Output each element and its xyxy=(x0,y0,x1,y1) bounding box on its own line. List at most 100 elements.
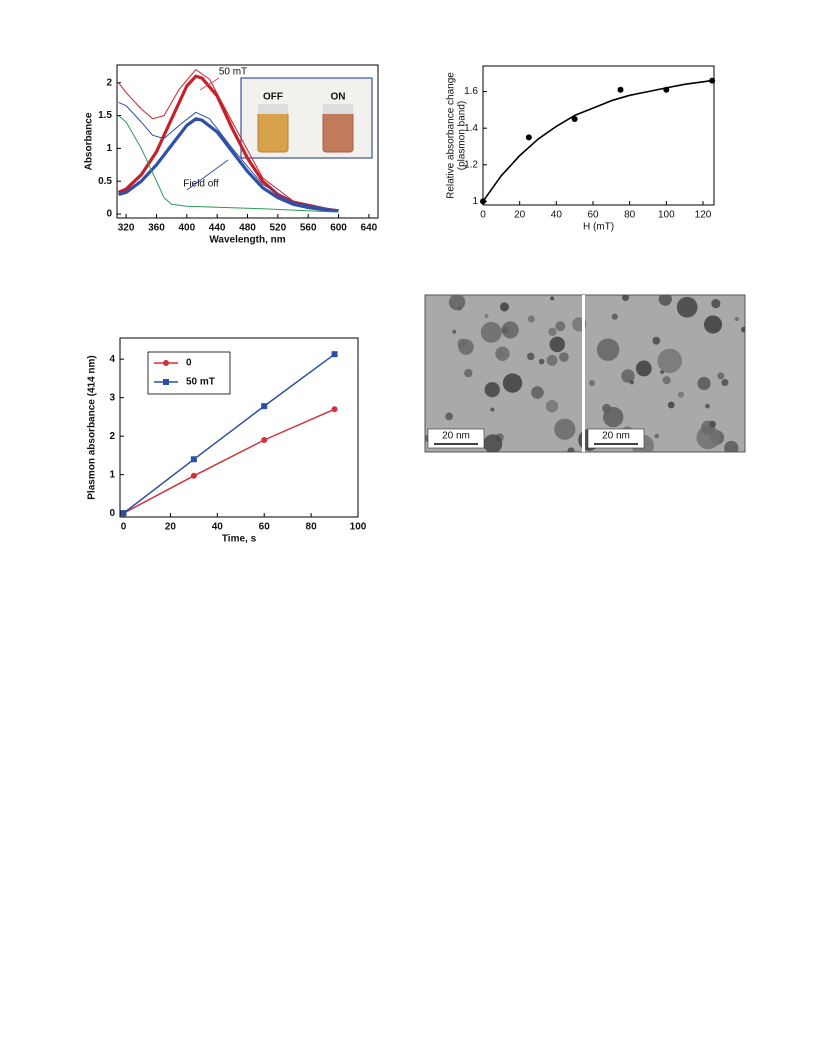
particle xyxy=(480,321,502,343)
x-axis-label: H (mT) xyxy=(583,222,614,233)
particle xyxy=(527,315,535,323)
y-axis-label: Plasmon absorbance (414 nm) xyxy=(87,355,98,500)
particle xyxy=(705,403,710,409)
particle xyxy=(549,336,566,353)
y-tick-label: 0.5 xyxy=(98,176,112,187)
x-tick-label: 600 xyxy=(330,223,347,234)
particle xyxy=(621,369,635,383)
x-axis-label: Time, s xyxy=(222,534,257,545)
particle xyxy=(464,368,473,378)
particle xyxy=(717,372,725,380)
plot-frame xyxy=(119,337,359,518)
series-line xyxy=(123,353,336,514)
annotation-leader xyxy=(186,159,229,191)
x-tick-label: 80 xyxy=(306,522,318,533)
particle xyxy=(501,321,519,339)
particle xyxy=(445,412,453,421)
annotation: Field off xyxy=(183,179,219,190)
particle xyxy=(531,386,544,399)
vial-cap xyxy=(323,104,353,114)
y-tick-label: 0 xyxy=(106,209,112,220)
y-tick-label: 1.5 xyxy=(98,110,112,121)
inset-label: OFF xyxy=(263,92,283,103)
particle xyxy=(567,447,575,452)
marker xyxy=(261,403,268,410)
y-tick-label: 1 xyxy=(109,469,115,480)
particle xyxy=(545,400,559,413)
particle xyxy=(502,373,523,393)
particle xyxy=(483,434,503,452)
particle xyxy=(452,329,457,334)
particle xyxy=(448,295,466,311)
particle xyxy=(458,339,474,355)
annotation-leader xyxy=(199,77,220,91)
marker xyxy=(190,472,197,479)
marker xyxy=(261,437,268,444)
particle xyxy=(603,406,624,428)
legend-marker xyxy=(163,360,169,366)
particle xyxy=(724,440,739,452)
particle xyxy=(657,348,683,374)
particle xyxy=(721,378,729,387)
marker xyxy=(571,116,578,123)
particle xyxy=(697,376,711,391)
x-tick-label: 120 xyxy=(695,210,712,221)
series-line xyxy=(123,408,335,514)
divider xyxy=(582,295,585,452)
x-tick-label: 40 xyxy=(551,210,563,221)
x-tick-label: 100 xyxy=(658,210,675,221)
series-line xyxy=(118,101,339,212)
particles xyxy=(425,295,745,452)
x-tick-label: 20 xyxy=(165,522,177,533)
particle xyxy=(709,420,716,428)
particle xyxy=(622,295,629,301)
y-tick-label: 1.2 xyxy=(464,159,478,170)
legend-label: 0 xyxy=(186,358,192,369)
marker xyxy=(331,351,338,358)
scale-label: 20 nm xyxy=(602,431,630,442)
particle xyxy=(711,299,721,309)
particle xyxy=(676,296,698,318)
series-line xyxy=(118,69,339,212)
y-axis-label: Relative absorbance change xyxy=(446,72,457,199)
particle xyxy=(548,327,557,337)
y-axis-label: Absorbance xyxy=(84,112,95,170)
x-tick-label: 640 xyxy=(361,223,378,234)
x-tick-label: 60 xyxy=(587,210,599,221)
particle xyxy=(546,354,558,366)
y-tick-label: 2 xyxy=(109,431,115,442)
y-axis-label: (plasmon band) xyxy=(457,101,468,170)
y-tick-label: 3 xyxy=(109,392,115,403)
particle xyxy=(550,296,555,301)
y-tick-label: 1.6 xyxy=(464,86,478,97)
particle xyxy=(654,433,659,439)
particle xyxy=(538,358,545,365)
x-tick-label: 0 xyxy=(121,522,127,533)
x-tick-label: 520 xyxy=(270,223,287,234)
particle xyxy=(734,316,739,322)
marker xyxy=(120,510,127,517)
x-tick-label: 440 xyxy=(209,223,226,234)
vial-on xyxy=(322,111,354,153)
particle xyxy=(589,380,595,387)
particle xyxy=(555,321,566,332)
legend-marker xyxy=(163,379,169,385)
particle xyxy=(667,401,675,409)
particle xyxy=(496,349,505,358)
particle xyxy=(741,326,745,333)
particle xyxy=(678,391,685,398)
y-tick-label: 0 xyxy=(109,508,115,519)
x-tick-label: 40 xyxy=(212,522,224,533)
particle xyxy=(629,380,635,385)
particle xyxy=(490,407,495,412)
particle xyxy=(499,302,509,312)
vial-off xyxy=(257,111,289,153)
x-tick-label: 60 xyxy=(259,522,271,533)
chart: 320 360 400 440 480 520 560 600 640 0 0.5 1 1.5 2 Wave… xyxy=(84,64,379,246)
x-tick-label: 0 xyxy=(480,210,486,221)
marker xyxy=(190,456,197,463)
x-tick-label: 20 xyxy=(514,210,526,221)
series-line xyxy=(118,115,339,213)
x-tick-label: 400 xyxy=(178,223,195,234)
